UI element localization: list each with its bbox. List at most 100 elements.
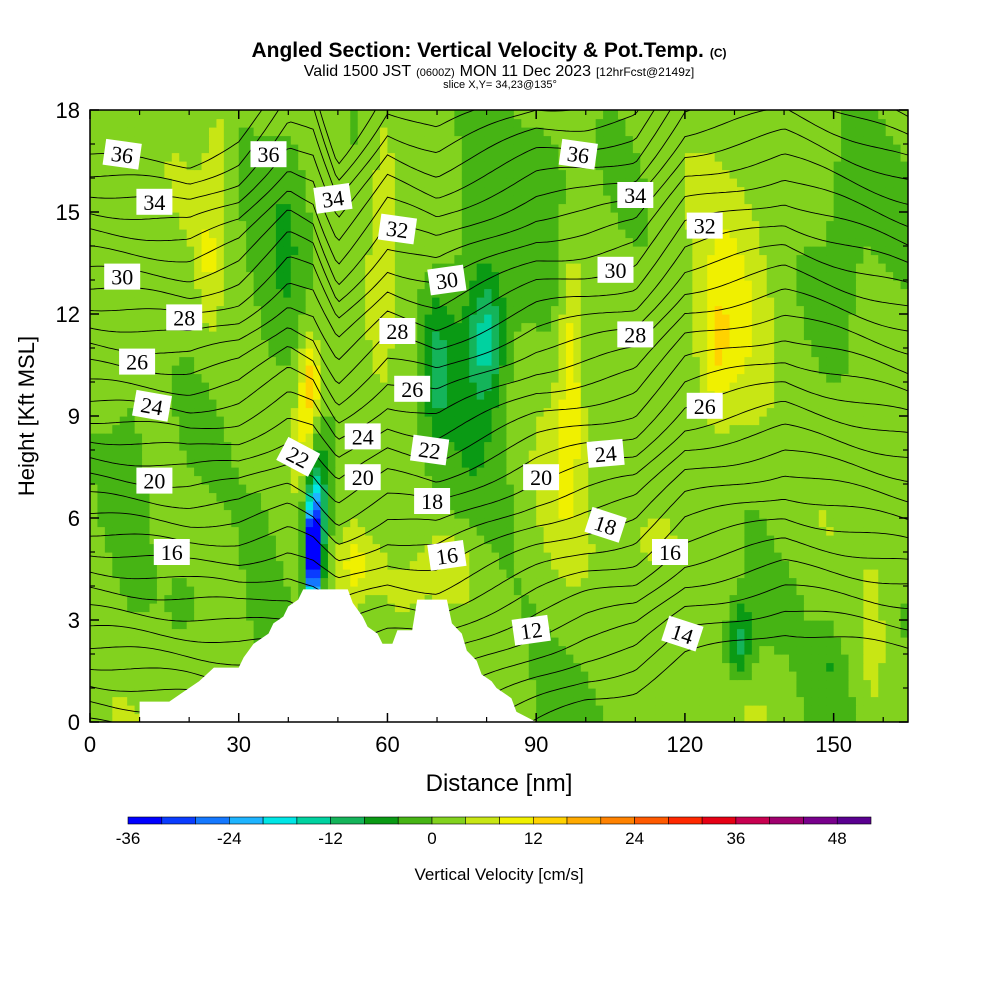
wv-cell	[707, 569, 716, 579]
wv-cell	[327, 552, 336, 562]
wv-cell	[580, 645, 589, 655]
wv-cell	[588, 569, 597, 579]
wv-cell	[179, 645, 188, 655]
wv-cell	[208, 365, 218, 375]
wv-cell	[900, 518, 908, 528]
wv-cell	[365, 331, 374, 341]
wv-cell	[893, 671, 902, 681]
wv-cell	[766, 688, 775, 698]
wv-cell	[380, 637, 389, 647]
wv-cell	[841, 373, 850, 383]
wv-cell	[647, 654, 656, 664]
wv-cell	[156, 577, 165, 587]
wv-cell	[372, 518, 381, 528]
wv-cell	[655, 611, 664, 621]
wv-cell	[841, 645, 850, 655]
wv-cell	[394, 484, 403, 494]
wv-cell	[617, 535, 627, 545]
wv-cell	[194, 569, 203, 579]
wv-cell	[729, 356, 738, 366]
wv-cell	[744, 611, 753, 621]
wv-cell	[826, 339, 835, 349]
wv-cell	[194, 339, 203, 349]
wv-cell	[380, 603, 389, 613]
wv-cell	[216, 594, 225, 604]
wv-cell	[380, 416, 389, 426]
wv-cell	[97, 688, 106, 698]
wv-cell	[484, 654, 493, 664]
wv-cell	[350, 560, 359, 570]
wv-cell	[238, 339, 247, 349]
wv-cell	[722, 688, 731, 698]
wv-cell	[640, 390, 649, 400]
wv-cell	[201, 390, 210, 400]
wv-cell	[506, 518, 515, 528]
wv-cell	[142, 671, 151, 681]
wv-cell	[833, 688, 842, 698]
wv-cell	[142, 509, 151, 519]
wv-cell	[506, 552, 515, 562]
wv-cell	[751, 484, 760, 494]
wv-cell	[536, 433, 545, 443]
wv-cell	[722, 407, 731, 417]
wv-cell	[878, 628, 887, 638]
wv-cell	[231, 509, 240, 519]
wv-cell	[268, 339, 277, 349]
wv-cell	[335, 441, 344, 451]
wv-cell	[201, 484, 210, 494]
wv-cell	[164, 509, 173, 519]
wv-cell	[342, 509, 351, 519]
wv-cell	[670, 492, 679, 502]
wv-cell	[900, 628, 908, 638]
wv-cell	[97, 654, 106, 664]
wv-cell	[625, 535, 634, 545]
wv-cell	[268, 348, 277, 358]
wv-cell	[521, 526, 530, 536]
wv-cell	[97, 535, 106, 545]
wv-cell	[625, 526, 634, 536]
wv-cell	[186, 543, 195, 553]
wv-cell	[692, 552, 701, 562]
wv-cell	[729, 441, 738, 451]
wv-cell	[357, 492, 366, 502]
wv-cell	[119, 331, 128, 341]
wv-cell	[186, 662, 195, 672]
wv-cell	[194, 458, 203, 468]
wv-cell	[112, 645, 121, 655]
wv-cell	[774, 688, 783, 698]
wv-cell	[558, 620, 567, 630]
wv-cell	[551, 492, 560, 502]
wv-cell	[610, 628, 619, 638]
wv-cell	[506, 569, 515, 579]
wv-cell	[112, 339, 121, 349]
wv-cell	[818, 560, 827, 570]
wv-cell	[789, 560, 798, 570]
wv-cell	[365, 450, 374, 460]
wv-cell	[565, 458, 574, 468]
wv-cell	[744, 688, 753, 698]
wv-cell	[298, 484, 307, 494]
wv-cell	[632, 679, 641, 689]
wv-cell	[320, 390, 329, 400]
wv-cell	[320, 441, 329, 451]
wv-cell	[848, 433, 857, 443]
wv-cell	[863, 713, 872, 722]
wv-cell	[513, 433, 522, 443]
wv-cell	[551, 586, 560, 596]
wv-cell	[231, 441, 240, 451]
wv-cell	[766, 390, 775, 400]
wv-cell	[670, 450, 679, 460]
wv-cell	[171, 382, 180, 392]
wv-cell	[744, 339, 753, 349]
wv-cell	[789, 407, 798, 417]
wv-cell	[684, 603, 693, 613]
wv-cell	[625, 586, 634, 596]
wv-cell	[841, 552, 850, 562]
wv-cell	[796, 433, 805, 443]
wv-cell	[313, 509, 322, 519]
wv-cell	[186, 586, 195, 596]
wv-cell	[841, 526, 850, 536]
wv-cell	[736, 603, 745, 613]
wv-cell	[647, 603, 656, 613]
wv-cell	[320, 467, 329, 477]
